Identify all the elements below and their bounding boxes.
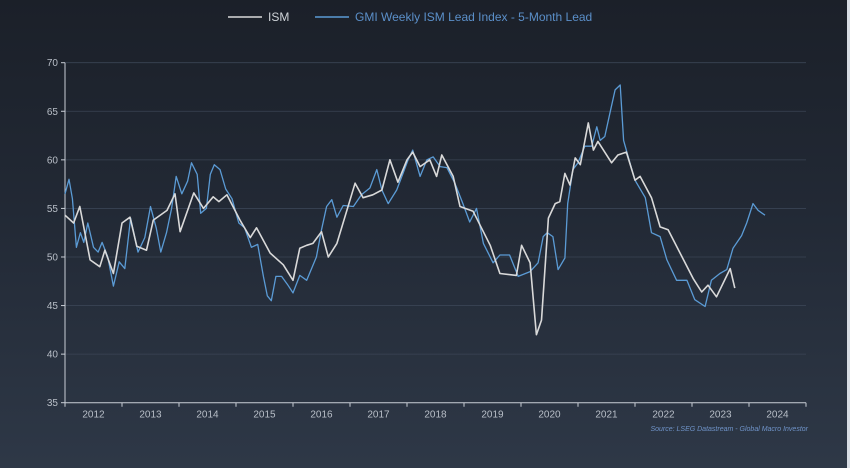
frame-edge bbox=[847, 0, 850, 468]
x-tick-label: 2015 bbox=[253, 410, 276, 421]
y-tick-label: 60 bbox=[47, 155, 59, 166]
x-tick-label: 2017 bbox=[367, 410, 390, 421]
x-tick-label: 2013 bbox=[139, 410, 162, 421]
series-lines bbox=[64, 84, 766, 336]
x-tick-label: 2014 bbox=[196, 410, 219, 421]
source-note: Source: LSEG Datastream - Global Macro I… bbox=[650, 426, 808, 433]
series-line-ism bbox=[64, 122, 736, 336]
y-tick-label: 35 bbox=[47, 398, 59, 409]
gridlines bbox=[65, 62, 806, 355]
y-tick-label: 50 bbox=[47, 252, 59, 263]
x-tick-label: 2023 bbox=[709, 410, 732, 421]
y-tick-label: 65 bbox=[47, 107, 59, 118]
x-tick-label: 2018 bbox=[424, 410, 447, 421]
y-tick-label: 70 bbox=[47, 58, 59, 69]
y-tick-label: 40 bbox=[47, 350, 59, 361]
x-tick-label: 2012 bbox=[82, 410, 105, 421]
x-tick-label: 2021 bbox=[595, 410, 618, 421]
series-line-gmi-lead-index bbox=[64, 84, 766, 308]
x-tick-label: 2019 bbox=[481, 410, 504, 421]
x-tick-label: 2020 bbox=[538, 410, 561, 421]
legend-label-gmi: GMI Weekly ISM Lead Index - 5-Month Lead bbox=[355, 10, 592, 24]
x-tick-label: 2024 bbox=[766, 410, 789, 421]
legend: ISM GMI Weekly ISM Lead Index - 5-Month … bbox=[228, 10, 592, 24]
x-tick-label: 2016 bbox=[310, 410, 333, 421]
axes: 35 40 45 50 55 60 65 70 2012 2013 2014 2015 2016 2017… bbox=[47, 58, 807, 421]
x-tick-label: 2022 bbox=[652, 410, 675, 421]
y-tick-label: 55 bbox=[47, 204, 59, 215]
y-tick-label: 45 bbox=[47, 301, 59, 312]
legend-label-ism: ISM bbox=[268, 10, 289, 24]
